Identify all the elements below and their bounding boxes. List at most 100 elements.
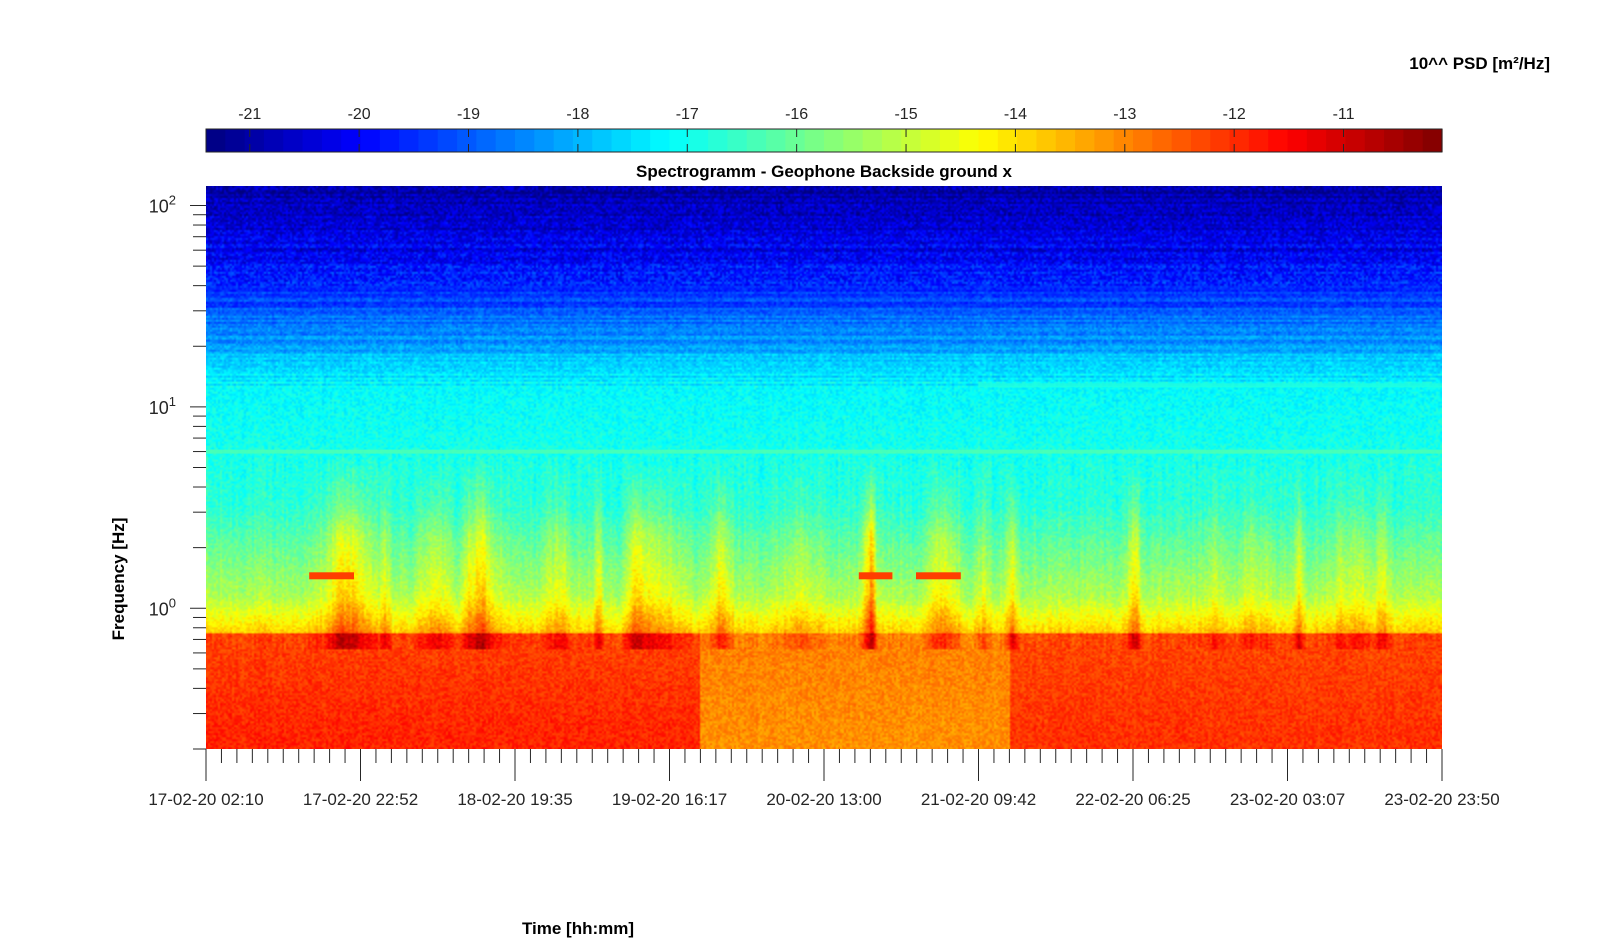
x-tick-label: 17-02-20 22:52	[303, 790, 418, 809]
spectrogram-features	[206, 383, 1442, 580]
colorbar-tick-label: -11	[1333, 106, 1355, 123]
y-tick-label: 102	[149, 193, 176, 217]
x-axis-label: Time [hh:mm]	[522, 919, 634, 938]
colorbar-ticks: -21 -20 -19 -18 -17 -16 -15 -14 -13 -12 -11	[238, 106, 1355, 152]
spectral-segment	[916, 572, 961, 580]
spectrogram-image	[206, 186, 1442, 749]
colorbar-cell	[495, 129, 516, 152]
colorbar-cell	[708, 129, 729, 152]
colorbar-cell	[1075, 129, 1095, 152]
colorbar-cell	[727, 129, 748, 152]
colorbar-frame	[205, 128, 1443, 153]
colorbar-label: 10^^ PSD [m²/Hz]	[1409, 54, 1550, 73]
colorbar-cell	[321, 129, 342, 152]
colorbar-cell	[553, 129, 574, 152]
colorbar-cell	[1113, 129, 1134, 152]
spectral-segment	[858, 572, 893, 580]
colorbar-cell	[824, 129, 844, 152]
colorbar-cell	[534, 129, 555, 152]
chart-title: Spectrogramm - Geophone Backside ground …	[636, 162, 1013, 181]
x-tick-label: 17-02-20 02:10	[148, 790, 263, 809]
spectral-band	[206, 449, 1442, 454]
colorbar-cell	[206, 129, 226, 152]
y-tick-label: 100	[149, 595, 176, 619]
colorbar-tick-label: -14	[1004, 106, 1027, 123]
colorbar-cell	[225, 129, 246, 152]
colorbar-cell	[1017, 129, 1038, 152]
colorbar-cell	[1094, 129, 1115, 152]
colorbar-cell	[1345, 129, 1366, 152]
colorbar-cell	[978, 129, 999, 152]
colorbar-cell	[1287, 129, 1308, 152]
colorbar-cell	[1190, 129, 1211, 152]
x-tick-label: 20-02-20 13:00	[766, 790, 881, 809]
colorbar-cell	[1306, 129, 1327, 152]
colorbar-tick-label: -19	[457, 106, 480, 123]
colorbar-cell	[785, 129, 806, 152]
colorbar-cell	[572, 129, 593, 152]
colorbar-cell	[476, 129, 497, 152]
colorbar-tick-label: -21	[238, 106, 261, 123]
colorbar-cell	[959, 129, 980, 152]
colorbar-tick-label: -16	[785, 106, 808, 123]
colorbar-cell	[881, 129, 902, 152]
colorbar-cell	[1229, 129, 1250, 152]
colorbar-cell	[650, 129, 671, 152]
colorbar-cell	[804, 129, 825, 152]
colorbar-cell	[1326, 129, 1347, 152]
x-tick-label: 22-02-20 06:25	[1075, 790, 1190, 809]
x-axis: 17-02-20 02:10 17-02-20 22:52 18-02-20 19:…	[148, 749, 1500, 809]
colorbar-tick-label: -12	[1223, 106, 1246, 123]
colorbar-cell	[920, 129, 941, 152]
colorbar-tick-label: -13	[1113, 106, 1136, 123]
colorbar-cell	[939, 129, 960, 152]
colorbar-cell	[630, 129, 651, 152]
colorbar-cell	[457, 129, 477, 152]
colorbar-cell	[379, 129, 400, 152]
colorbar-cell	[688, 129, 709, 152]
colorbar-cell	[418, 129, 439, 152]
y-axis: 100 101 102	[149, 193, 206, 750]
colorbar-cell	[843, 129, 864, 152]
colorbar-tick-label: -20	[348, 106, 371, 123]
colorbar-cell	[901, 129, 922, 152]
x-tick-label: 23-02-20 03:07	[1230, 790, 1345, 809]
spectral-band	[978, 383, 1442, 388]
y-axis-label: Frequency [Hz]	[109, 518, 128, 641]
colorbar-cell	[360, 129, 381, 152]
x-tick-label: 19-02-20 16:17	[612, 790, 727, 809]
colorbar-cell	[1422, 129, 1443, 152]
colorbar-tick-label: -18	[566, 106, 589, 123]
colorbar-cell	[1364, 129, 1385, 152]
colorbar-cell	[592, 129, 613, 152]
colorbar-cell	[766, 129, 786, 152]
x-tick-label: 18-02-20 19:35	[457, 790, 572, 809]
colorbar: -21 -20 -19 -18 -17 -16 -15 -14 -13 -12 -11 10^^ P…	[205, 54, 1550, 153]
colorbar-cell	[1248, 129, 1269, 152]
spectral-segment	[309, 572, 354, 580]
colorbar-cell	[302, 129, 323, 152]
x-tick-label: 21-02-20 09:42	[921, 790, 1036, 809]
colorbar-cell	[997, 129, 1018, 152]
colorbar-cell	[1403, 129, 1424, 152]
spectrogram-plot	[206, 186, 1442, 749]
colorbar-cell	[1171, 129, 1192, 152]
colorbar-cell	[746, 129, 767, 152]
colorbar-cell	[669, 129, 690, 152]
colorbar-tick-label: -17	[676, 106, 699, 123]
colorbar-cell	[1055, 129, 1076, 152]
colorbar-tick-label: -15	[894, 106, 917, 123]
colorbar-cell	[1133, 129, 1153, 152]
colorbar-cell	[611, 129, 632, 152]
colorbar-cell	[1268, 129, 1289, 152]
colorbar-cell	[437, 129, 458, 152]
colorbar-cells	[206, 129, 1443, 152]
colorbar-cell	[1036, 129, 1057, 152]
colorbar-cell	[1384, 129, 1404, 152]
colorbar-cell	[341, 129, 362, 152]
colorbar-cell	[515, 129, 535, 152]
x-tick-label: 23-02-20 23:50	[1384, 790, 1499, 809]
colorbar-cell	[263, 129, 284, 152]
colorbar-cell	[244, 129, 265, 152]
